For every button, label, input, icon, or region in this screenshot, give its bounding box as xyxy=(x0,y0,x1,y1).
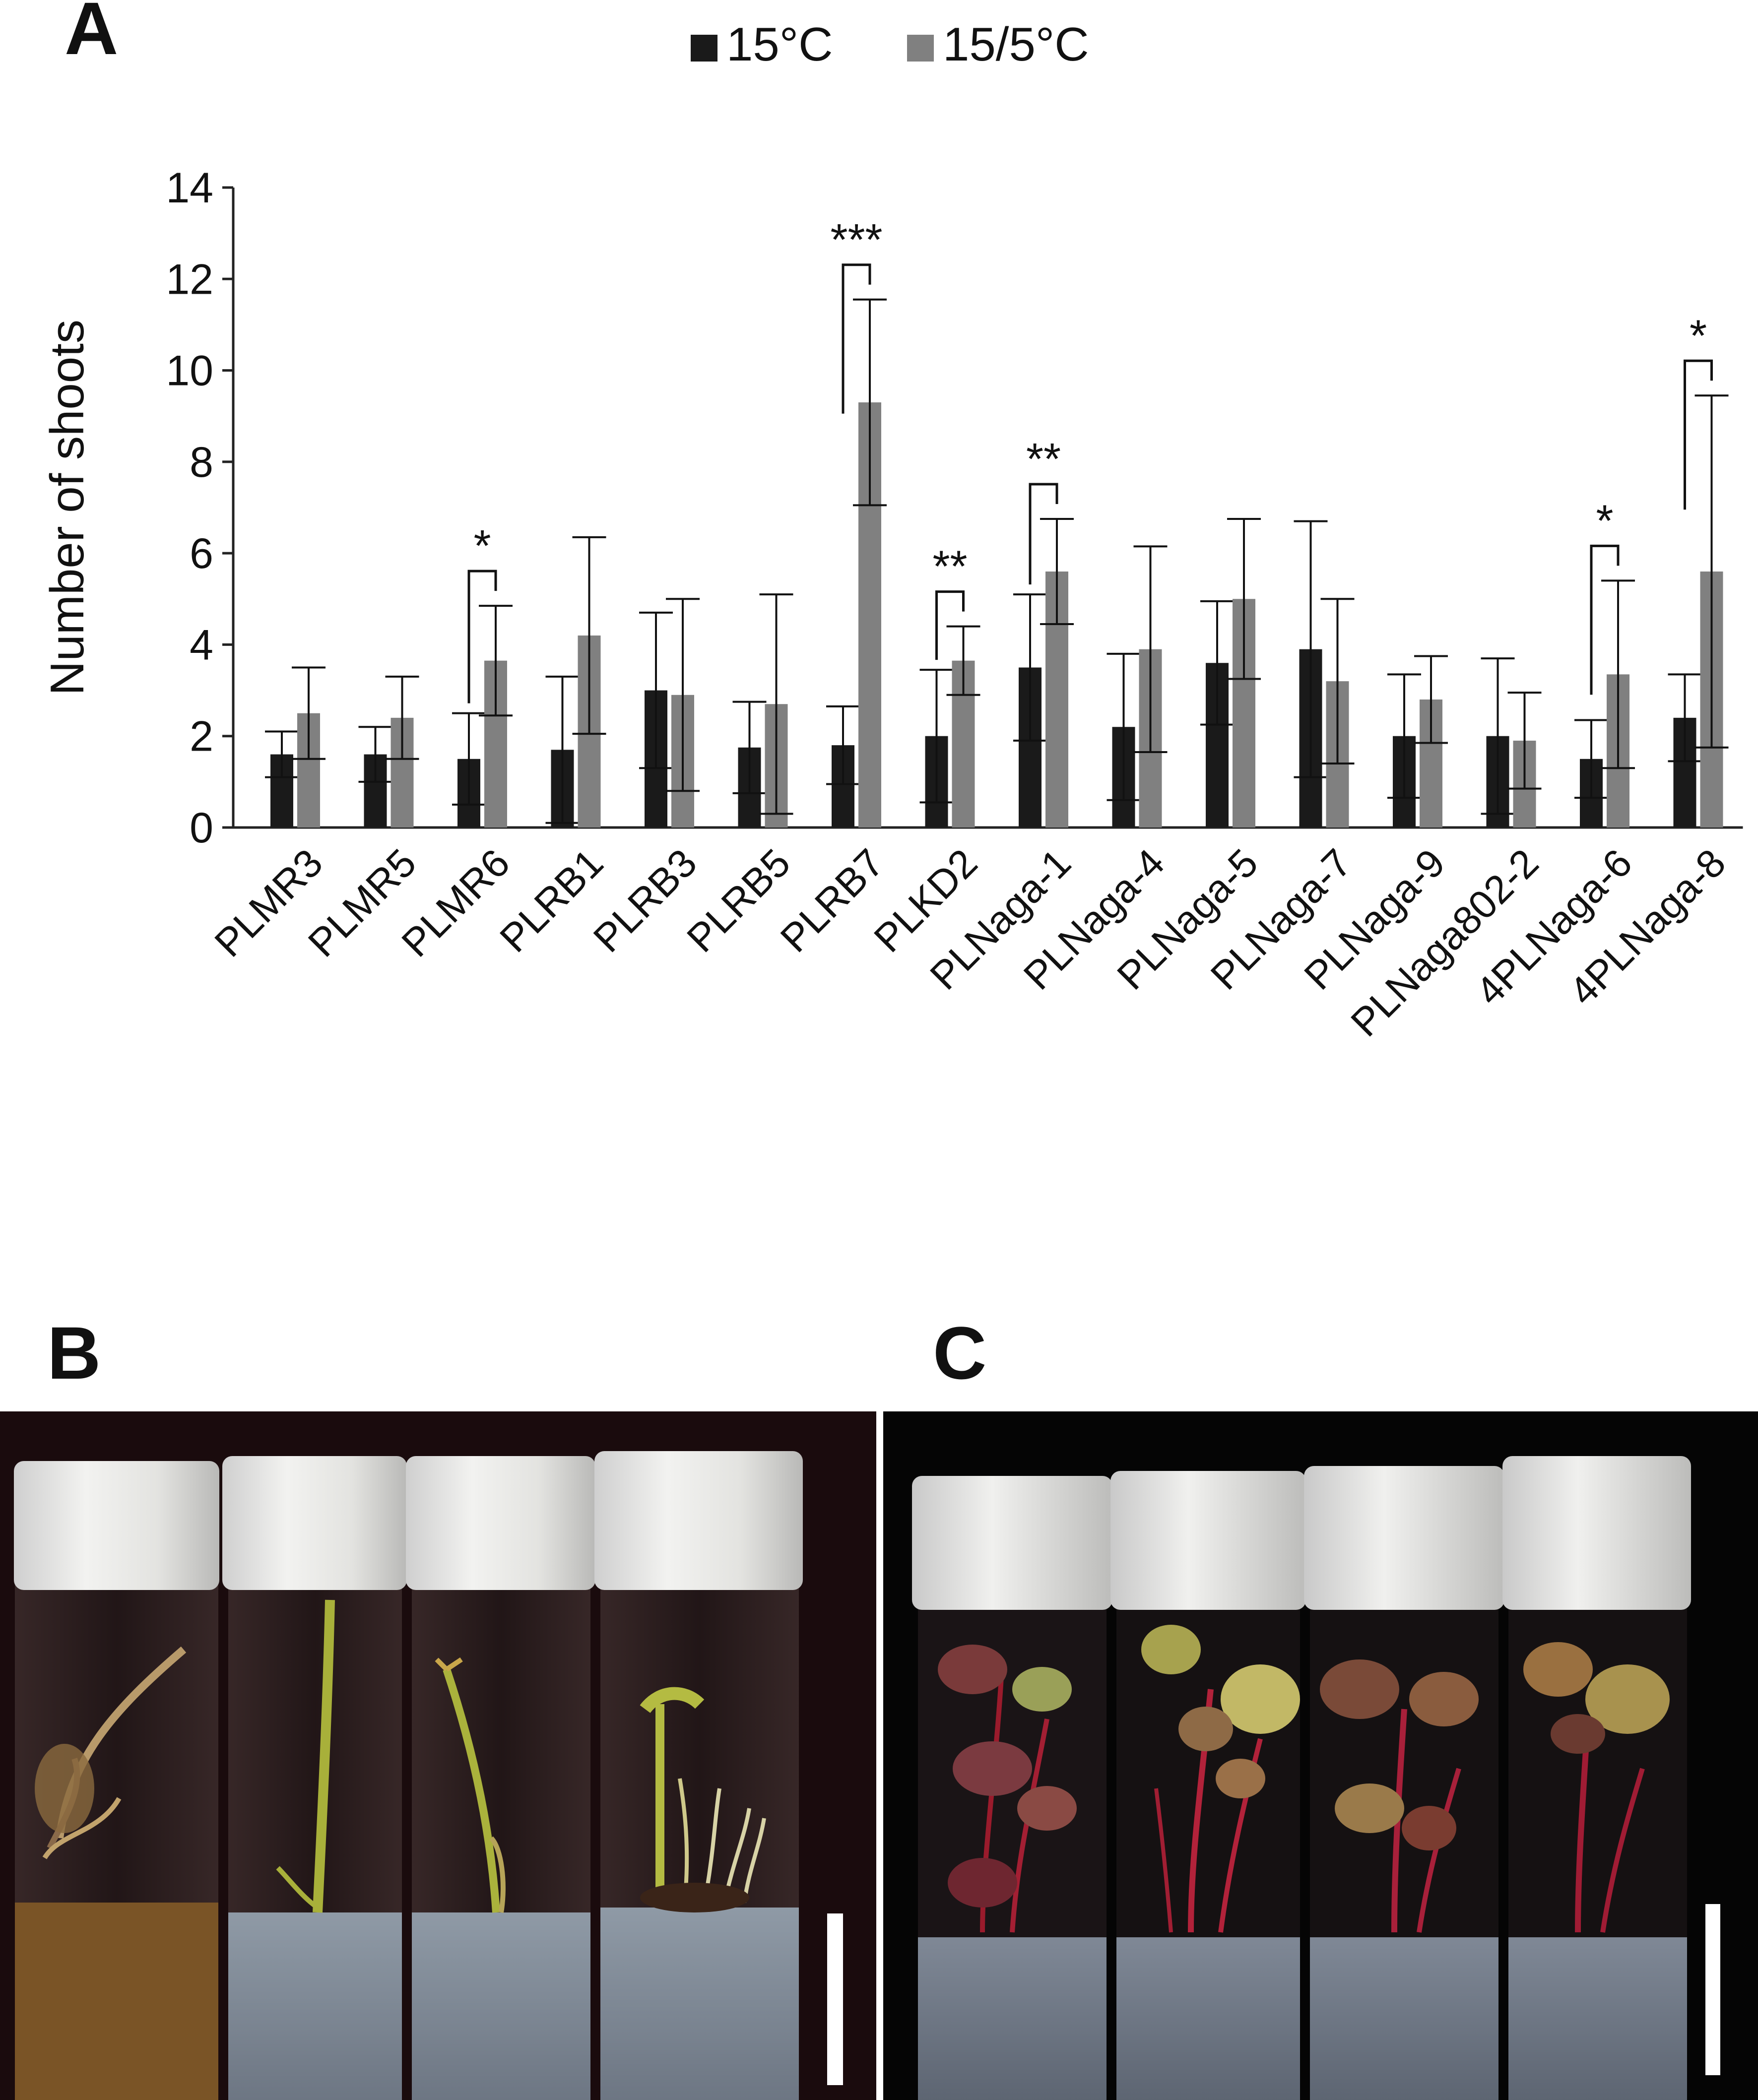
x-tick-label: PLRB5 xyxy=(678,840,798,960)
photo-culture-tubes-15-5c xyxy=(883,1411,1758,2100)
significance-bracket-1 xyxy=(842,263,871,414)
tubes-15c-illustration xyxy=(14,1451,803,2100)
tube-b1 xyxy=(14,1461,219,2100)
x-tick-label: PLRB3 xyxy=(585,840,705,960)
chart-axes: 0 2 4 6 8 10 12 14 Number of shoots xyxy=(41,164,1743,852)
legend-swatch-1 xyxy=(907,35,934,62)
significance-bracket-3 xyxy=(1029,483,1058,585)
tube-c2 xyxy=(1110,1471,1306,2100)
scale-bar-b xyxy=(827,1913,843,2085)
legend-swatch-0 xyxy=(691,35,717,62)
y-tick-label: 0 xyxy=(190,804,213,852)
significance-markers: ********** xyxy=(467,215,1713,703)
significance-bracket-5 xyxy=(1684,359,1713,510)
tube-b2 xyxy=(222,1456,407,2100)
chart-bars xyxy=(265,298,1729,827)
y-axis-label: Number of shoots xyxy=(41,319,94,696)
tube-b3 xyxy=(406,1456,595,2100)
y-tick-label: 12 xyxy=(166,255,213,303)
significance-bracket-4 xyxy=(1590,544,1620,695)
significance-bracket-2 xyxy=(935,590,965,660)
significance-label-2: ** xyxy=(932,542,967,592)
tube-c4 xyxy=(1502,1456,1691,2100)
y-tick-label: 14 xyxy=(166,164,213,212)
legend-label-0: 15°C xyxy=(726,18,833,71)
significance-label-1: *** xyxy=(830,215,882,265)
significance-label-3: ** xyxy=(1026,435,1061,484)
panel-label-b: B xyxy=(47,1311,101,1395)
y-tick-label: 2 xyxy=(190,713,213,761)
significance-bracket-0 xyxy=(467,570,497,703)
significance-label-4: * xyxy=(1596,496,1613,546)
scale-bar-c xyxy=(1705,1904,1720,2075)
x-tick-label: PLRB7 xyxy=(772,840,892,960)
y-tick-label: 4 xyxy=(190,621,213,669)
significance-label-0: * xyxy=(473,521,491,571)
y-tick-label: 10 xyxy=(166,347,213,395)
photo-culture-tubes-15c xyxy=(0,1411,876,2100)
tube-b4 xyxy=(594,1451,803,2100)
shoot-count-bar-chart: 15°C 15/5°C 0 2 4 6 8 10 12 14 Number of shoots *… xyxy=(41,18,1743,1045)
chart-legend: 15°C 15/5°C xyxy=(691,18,1089,71)
tubes-15-5c-illustration xyxy=(912,1456,1691,2100)
tube-c3 xyxy=(1304,1466,1504,2100)
x-tick-label: PLRB1 xyxy=(491,840,611,960)
y-tick-label: 8 xyxy=(190,439,213,486)
significance-label-5: * xyxy=(1690,311,1707,361)
panel-label-c: C xyxy=(933,1311,987,1395)
panel-label-a: A xyxy=(65,0,119,70)
y-tick-label: 6 xyxy=(190,530,213,577)
legend-label-1: 15/5°C xyxy=(943,18,1089,71)
tube-c1 xyxy=(912,1476,1112,2100)
x-axis-labels: PLMR3PLMR5PLMR6PLRB1PLRB3PLRB5PLRB7PLKD2… xyxy=(206,840,1734,1045)
